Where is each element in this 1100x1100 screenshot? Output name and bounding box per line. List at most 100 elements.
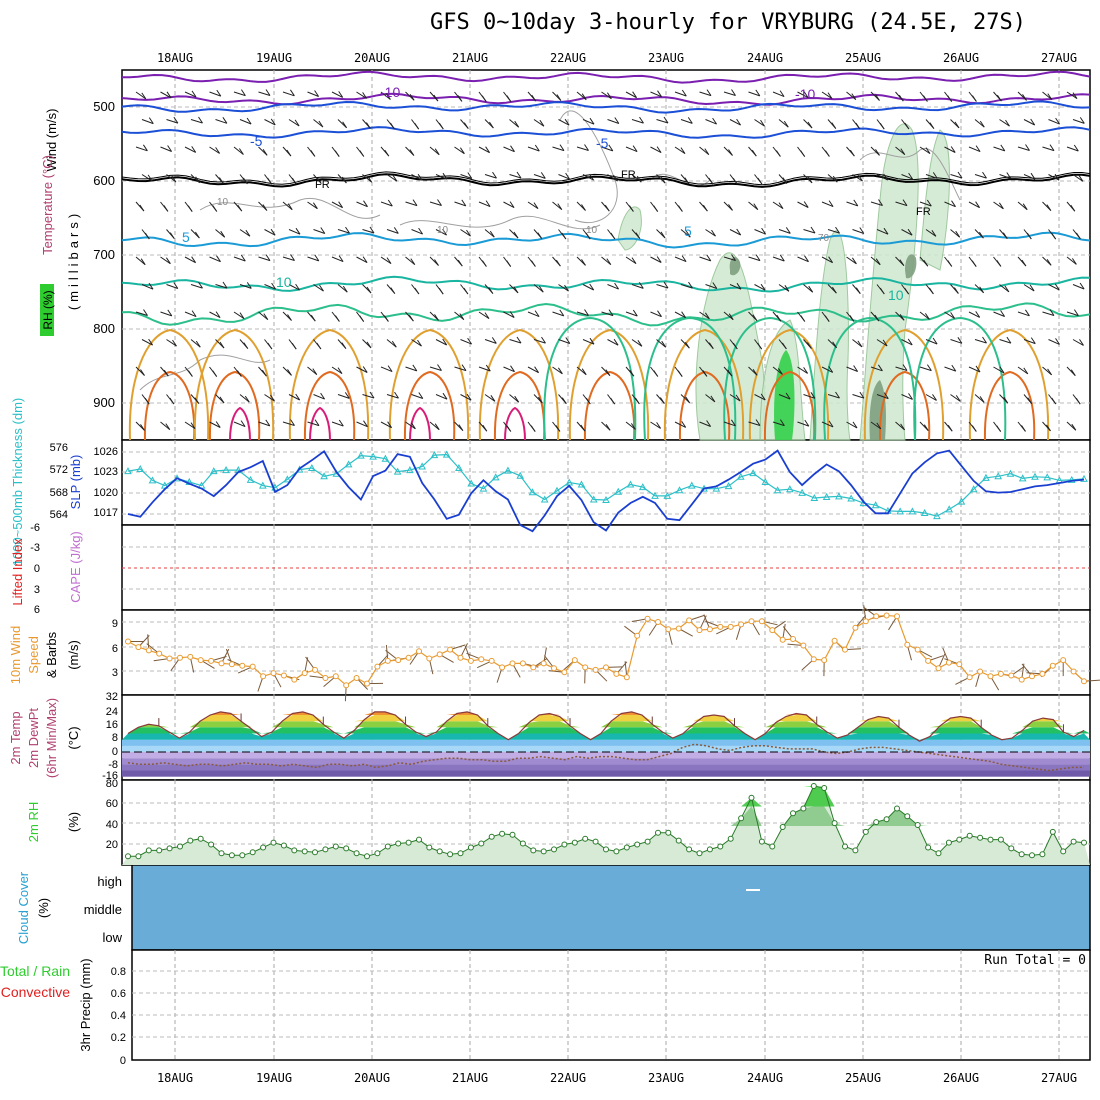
isotherm-25	[493, 370, 546, 441]
wind-barb	[233, 256, 246, 262]
wind-barb-flag	[561, 397, 567, 404]
wind-barb	[307, 201, 318, 210]
wind-barb-flag	[215, 311, 221, 318]
wind-barb-flag	[316, 342, 322, 350]
wind-barb	[331, 256, 344, 263]
wind-barb-flag	[270, 118, 276, 126]
rh2m-point	[1018, 851, 1025, 858]
thickness-point	[663, 491, 672, 499]
wind10m-speed-point	[800, 642, 807, 649]
wind-barb-flag	[849, 315, 855, 322]
isotherm-30	[229, 406, 251, 441]
wind-barb-flag	[702, 204, 708, 212]
wind-barb-flag	[899, 259, 905, 266]
wind-barb	[356, 91, 367, 99]
rh2m-point	[987, 836, 994, 843]
wind-barb-flag	[883, 227, 889, 235]
wind-barb	[239, 229, 251, 237]
wind-barb	[1048, 339, 1060, 345]
wind-barb-flag	[220, 230, 226, 238]
wind-barb	[484, 339, 497, 344]
wind-barb-flag	[807, 176, 813, 184]
rh2m-point	[405, 839, 412, 846]
wind-barb-flag	[410, 422, 416, 430]
cape-ylabel: CAPE (J/kg)	[68, 531, 83, 603]
wind-barb	[380, 421, 392, 429]
wind-barb-flag	[262, 204, 268, 211]
wind-barb-flag	[384, 149, 390, 157]
wind-barb-flag	[514, 120, 520, 128]
thickness-point	[553, 486, 561, 494]
wind-barb-flag	[653, 205, 659, 212]
top-day-label: 19AUG	[256, 51, 292, 65]
wind-barb	[282, 91, 295, 97]
wind-barb-flag	[931, 230, 937, 237]
thickness-point	[982, 473, 990, 481]
wind-barb	[797, 201, 809, 208]
rh2m-point	[738, 815, 745, 822]
wind-barb-flag	[246, 282, 252, 289]
wind-barb-flag	[753, 203, 759, 210]
wind-barb-flag	[752, 314, 758, 321]
rh2m-point	[436, 848, 443, 855]
wind-barb-flag	[172, 339, 177, 347]
wind-barb-flag	[879, 122, 885, 130]
wind-barb	[680, 119, 693, 124]
top-day-label: 18AUG	[157, 51, 193, 65]
wind-barb-flag	[899, 314, 905, 321]
wind-barb-flag	[530, 260, 536, 267]
wind-barb-flag	[312, 202, 318, 209]
thickness-point	[491, 473, 500, 481]
wind-barb-flag	[391, 340, 397, 348]
top-day-label: 23AUG	[648, 51, 684, 65]
wind-barb-flag	[1021, 259, 1027, 267]
wind10m-speed-point	[166, 655, 173, 662]
wind-barb-flag	[613, 338, 619, 346]
wind-barb-flag	[926, 364, 932, 371]
wind-barb-flag	[954, 121, 960, 129]
rh2m-point	[748, 794, 755, 801]
wind-barb-flag	[359, 315, 365, 322]
wind-barb	[313, 284, 324, 292]
wind-barb-flag	[975, 201, 981, 208]
temp-fill-band	[122, 727, 1090, 734]
wind-barb-flag	[851, 93, 857, 100]
wind-barb-flag	[148, 117, 154, 124]
isotherm-25	[303, 370, 356, 441]
wind-barb-flag	[246, 117, 252, 125]
wind-barb	[184, 311, 197, 318]
wind-barb-flag	[362, 92, 368, 99]
wind-barb-flag	[1024, 309, 1030, 317]
wind-barb	[999, 174, 1011, 179]
wind-barb	[674, 421, 686, 428]
wind-barb-flag	[824, 150, 830, 157]
rh2m-point	[260, 844, 267, 851]
wind-ylabel-line3: & Barbs	[44, 631, 59, 678]
wind-barb-flag	[1046, 204, 1052, 211]
wind-barb-flag	[855, 287, 861, 294]
wind-barb-flag	[173, 116, 179, 124]
wind-barb	[925, 394, 937, 401]
wind-barb-flag	[1029, 284, 1035, 292]
wind-barb-flag	[908, 393, 913, 400]
rh2m-point	[706, 846, 713, 853]
wind-barb-flag	[736, 228, 742, 236]
wind-barb-flag	[163, 205, 169, 212]
wind-barb	[1066, 256, 1077, 265]
wind-barb	[429, 366, 442, 371]
rh2m-point	[197, 835, 204, 842]
wind-barb	[827, 394, 840, 399]
rh2m-point	[769, 843, 776, 850]
wind-barb-flag	[442, 228, 448, 236]
wind-barb	[435, 229, 447, 236]
wind-barb-flag	[417, 339, 422, 347]
wind-barb	[901, 174, 913, 180]
wind-barb-flag	[704, 312, 710, 320]
wind-barb-flag	[363, 200, 368, 207]
wind-barb-flag	[604, 204, 610, 212]
wind-barb-flag	[775, 150, 781, 157]
wind-barb	[723, 256, 736, 261]
wind-barb-flag	[457, 259, 463, 267]
wind-barb-flag	[342, 285, 348, 293]
wind-barb-flag	[385, 93, 391, 100]
